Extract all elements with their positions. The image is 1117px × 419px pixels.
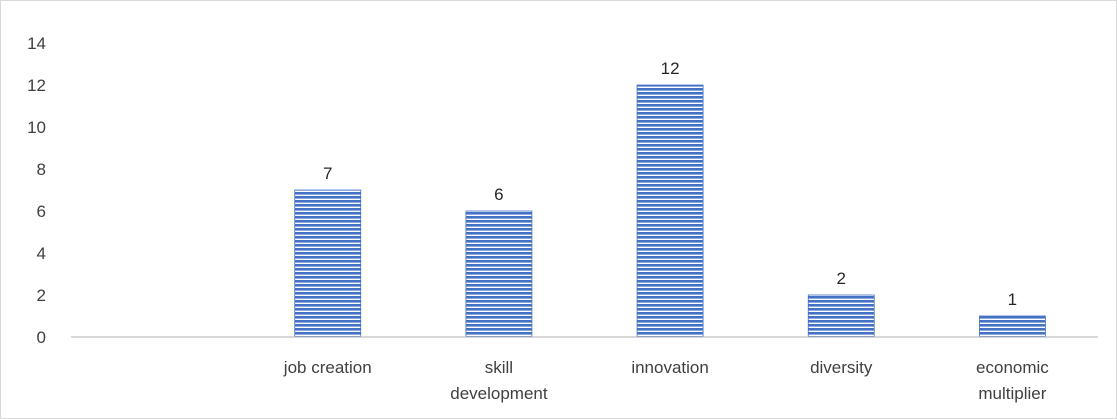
category-label: diversity [810, 358, 873, 377]
bars [294, 84, 1046, 338]
bar [465, 210, 533, 338]
bar [807, 294, 875, 338]
data-labels: 7 6 12 2 1 [323, 59, 1017, 309]
y-tick-label: 0 [37, 328, 46, 347]
bar [636, 84, 704, 338]
y-tick-label: 4 [37, 244, 46, 263]
category-label: economic [976, 358, 1049, 377]
y-tick-label: 12 [27, 76, 46, 95]
y-tick-label: 8 [37, 160, 46, 179]
data-label: 6 [494, 185, 503, 204]
y-tick-label: 2 [37, 286, 46, 305]
bar [979, 315, 1046, 338]
y-tick-label: 10 [27, 118, 46, 137]
data-label: 1 [1008, 290, 1017, 309]
category-label: skill [485, 358, 513, 377]
y-axis: 0 2 4 6 8 10 12 14 [27, 34, 46, 347]
data-label: 7 [323, 164, 332, 183]
category-label: development [450, 384, 548, 403]
x-axis: job creation skill development innovation di… [283, 358, 1049, 403]
category-label: multiplier [978, 384, 1046, 403]
bar [294, 189, 362, 338]
y-tick-label: 6 [37, 202, 46, 221]
y-tick-label: 14 [27, 34, 46, 53]
data-label: 2 [837, 269, 846, 288]
data-label: 12 [661, 59, 680, 78]
category-label: job creation [283, 358, 372, 377]
category-label: innovation [631, 358, 709, 377]
